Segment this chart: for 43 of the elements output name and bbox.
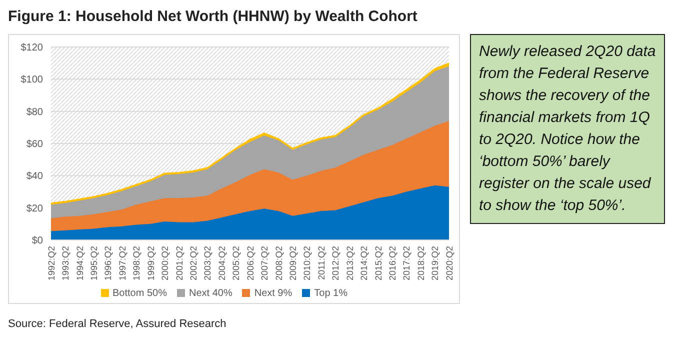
legend-label: Next 9%	[254, 288, 292, 299]
y-tick-label: $80	[26, 106, 44, 118]
x-tick-label: 2016:Q2	[388, 246, 398, 281]
x-tick-label: 2015:Q2	[373, 246, 384, 281]
y-tick-label: $100	[20, 74, 44, 86]
x-tick-label: 1992:Q2	[46, 246, 56, 281]
legend-label: Bottom 50%	[112, 288, 167, 299]
x-tick-label: 2009:Q2	[288, 246, 298, 281]
x-tick-label: 2004:Q2	[216, 246, 227, 281]
x-tick-label: 2002:Q2	[188, 246, 199, 281]
x-tick-label: 2000:Q2	[160, 246, 170, 281]
x-tick-label: 1999:Q2	[146, 246, 156, 281]
x-tick-label: 2008:Q2	[274, 246, 284, 281]
text: Newly released 2Q20 data from the Federal Reserve shows the recovery of the financial markets from 1Q to 2Q20. Notice how the ‘bottom 50%’ barely register on the scale used to show the ‘top 50%’.	[470, 34, 665, 224]
legend-label: Next 40%	[188, 288, 232, 299]
x-tick-label: 2007:Q2	[260, 246, 270, 281]
x-tick-label: 2019:Q2	[430, 246, 440, 281]
x-tick-label: 1997:Q2	[117, 246, 128, 281]
y-tick-label: $120	[20, 42, 44, 54]
legend-label: Top 1%	[314, 288, 348, 299]
x-tick-label: 1995:Q2	[89, 246, 100, 281]
x-tick-label: 2010:Q2	[302, 246, 312, 281]
y-tick-label: $60	[26, 139, 44, 150]
x-tick-label: 2020:Q2	[444, 246, 454, 281]
y-tick-label: $20	[26, 203, 44, 214]
x-tick-label: 2011:Q2	[316, 246, 326, 280]
x-tick-label: 2012:Q2	[330, 246, 341, 281]
x-tick-label: 2001:Q2	[174, 246, 184, 281]
x-tick-label: 2014:Q2	[359, 246, 370, 281]
x-tick-label: 1994:Q2	[74, 246, 85, 281]
x-tick-label: 1998:Q2	[132, 246, 142, 281]
x-tick-label: 2006:Q2	[245, 246, 256, 281]
chart-title: Figure 1: Household Net Worth (HHNW) by Wealth Cohort	[8, 8, 418, 25]
x-tick-label: 2013:Q2	[344, 246, 355, 281]
y-tick-label: $40	[26, 171, 44, 182]
x-tick-label: 2005:Q2	[231, 246, 242, 281]
x-tick-label: 2003:Q2	[202, 246, 213, 281]
x-tick-label: 2018:Q2	[416, 246, 426, 281]
source-note: Source: Federal Reserve, Assured Research	[8, 318, 226, 330]
x-tick-label: 1996:Q2	[103, 246, 114, 281]
y-tick-label: $0	[32, 236, 44, 247]
x-tick-label: 1993:Q2	[60, 246, 71, 281]
x-tick-label: 2017:Q2	[402, 246, 412, 281]
